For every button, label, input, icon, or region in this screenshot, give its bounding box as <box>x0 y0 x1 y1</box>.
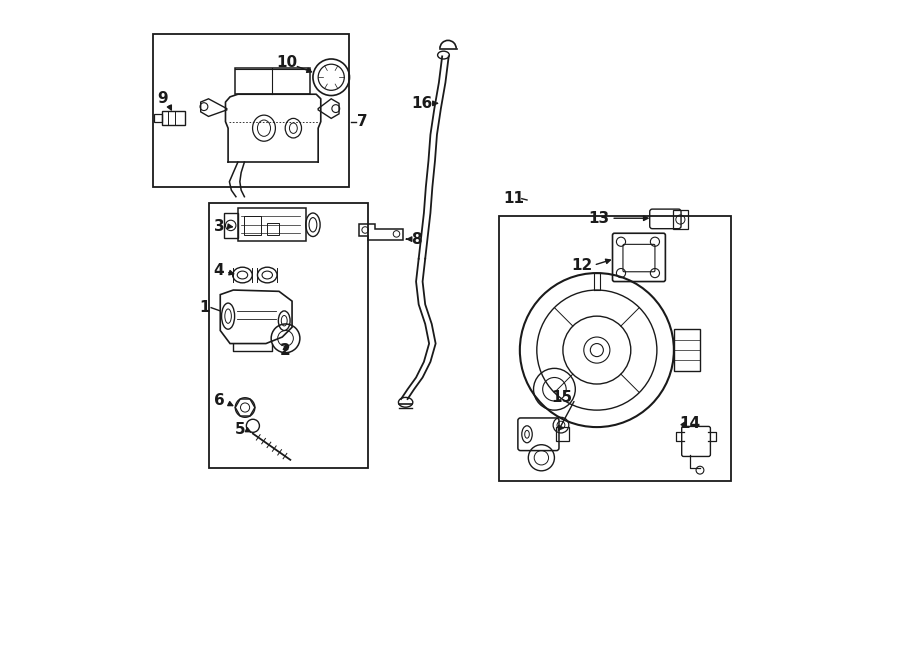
Bar <box>674 329 700 371</box>
Text: 12: 12 <box>571 258 592 273</box>
Text: 9: 9 <box>158 91 168 106</box>
Text: 1: 1 <box>199 300 210 315</box>
Bar <box>161 110 185 125</box>
Bar <box>223 213 238 238</box>
Text: 15: 15 <box>552 389 572 405</box>
Bar <box>209 203 368 467</box>
Text: 3: 3 <box>214 219 225 233</box>
Text: 5: 5 <box>235 422 246 437</box>
Text: 4: 4 <box>213 263 224 278</box>
Text: 16: 16 <box>412 96 433 111</box>
Text: 8: 8 <box>410 231 421 247</box>
Text: 6: 6 <box>214 393 225 408</box>
Text: 13: 13 <box>589 211 610 226</box>
Bar <box>153 34 349 187</box>
Bar <box>235 68 310 95</box>
Bar <box>154 114 161 122</box>
Text: 10: 10 <box>276 56 297 71</box>
Text: 2: 2 <box>280 342 291 358</box>
Bar <box>267 223 279 235</box>
Bar <box>673 210 688 229</box>
Bar <box>556 427 570 442</box>
Text: 14: 14 <box>680 416 701 431</box>
Bar <box>238 208 306 241</box>
Text: 7: 7 <box>357 114 368 129</box>
Text: 11: 11 <box>503 191 525 206</box>
Bar <box>499 216 731 481</box>
Bar <box>245 216 261 235</box>
